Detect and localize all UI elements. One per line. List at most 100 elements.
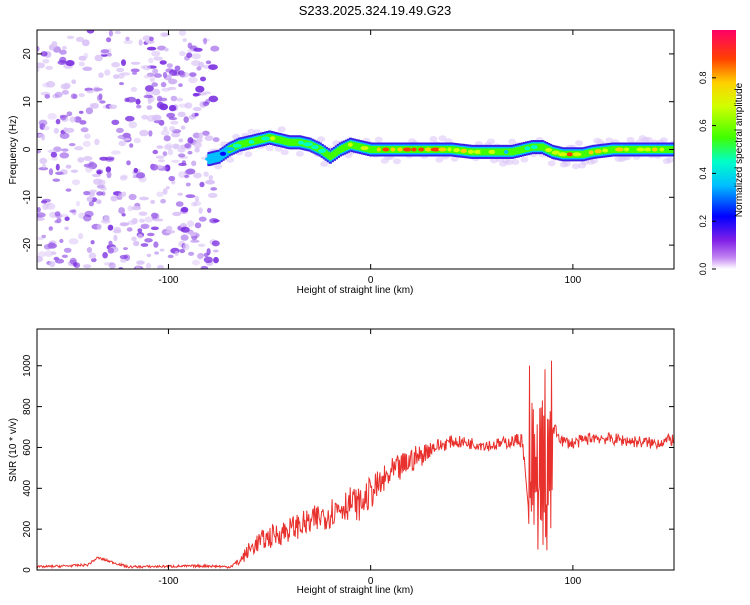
snr-x-ticks: -100 0 100 — [158, 329, 582, 587]
ridge-peak — [340, 146, 347, 151]
noise-blob — [192, 106, 202, 112]
noise-blob — [172, 143, 180, 150]
noise-blob — [190, 239, 200, 243]
noise-blob — [64, 82, 71, 89]
noise-blob — [186, 52, 193, 58]
noise-blob — [55, 171, 64, 175]
noise-blob — [177, 153, 186, 158]
ridge-peak — [232, 143, 242, 148]
noise-blob — [86, 90, 94, 94]
noise-blob — [42, 125, 50, 131]
noise-blob — [40, 51, 48, 57]
colorbar: 0.0 0.2 0.4 0.6 0.8 Normalized spectral ampl… — [698, 30, 745, 275]
ridge-peak — [636, 147, 645, 152]
noise-blob — [71, 79, 77, 84]
ridge-halo — [659, 137, 668, 144]
noise-blob — [70, 169, 79, 173]
y-tick-label: 200 — [22, 520, 33, 537]
noise-blob — [42, 203, 49, 210]
noise-blob — [108, 240, 113, 246]
noise-blob — [178, 138, 184, 143]
noise-blob — [199, 181, 205, 188]
snr-background — [37, 329, 674, 570]
noise-blob — [173, 70, 181, 77]
noise-blob — [146, 46, 157, 51]
noise-blob — [194, 196, 200, 203]
ridge-band — [395, 146, 399, 153]
ridge-peak — [430, 147, 441, 152]
noise-blob — [137, 233, 143, 239]
ridge-peak — [607, 147, 617, 152]
noise-blob — [102, 252, 108, 259]
ridge-peak — [581, 152, 587, 156]
noise-blob — [168, 175, 176, 182]
noise-blob — [37, 255, 43, 263]
ridge-peak — [453, 148, 460, 153]
noise-blob — [198, 216, 207, 222]
noise-blob — [86, 30, 95, 34]
y-tick-label: -20 — [22, 237, 33, 252]
ridge-peak — [572, 152, 582, 157]
noise-blob — [37, 45, 40, 52]
ridge-peak — [517, 148, 524, 152]
noise-blob — [44, 250, 54, 257]
noise-blob — [191, 160, 197, 167]
noise-blob — [166, 63, 173, 68]
ridge-halo — [393, 158, 401, 165]
noise-blob — [74, 116, 82, 123]
ridge-band — [522, 145, 527, 153]
ridge-peak — [269, 136, 276, 141]
noise-blob — [202, 101, 210, 107]
noise-blob — [133, 167, 138, 174]
noise-blob — [111, 61, 120, 68]
colorbar-gradient — [712, 30, 736, 269]
noise-blob — [38, 119, 48, 127]
noise-blob — [52, 94, 59, 99]
ridge-peak — [545, 148, 552, 152]
noise-blob — [89, 103, 95, 109]
noise-blob — [135, 173, 145, 179]
noise-blob — [120, 257, 127, 263]
noise-blob — [47, 113, 57, 120]
noise-blob — [195, 85, 205, 93]
noise-blob — [177, 111, 186, 118]
ridge-peak — [594, 149, 602, 154]
noise-blob — [203, 171, 209, 177]
noise-blob — [50, 151, 58, 158]
noise-blob — [159, 248, 165, 252]
noise-blob — [208, 95, 219, 103]
noise-blob — [125, 115, 135, 122]
noise-blob — [61, 254, 68, 258]
noise-blob — [42, 163, 47, 169]
ridge-peak — [219, 151, 227, 156]
noise-blob — [69, 209, 76, 213]
noise-blob — [104, 69, 111, 76]
snr-y-ticks: 0 200 400 600 800 1000 — [22, 354, 674, 573]
noise-blob — [128, 193, 137, 201]
noise-blob — [139, 218, 145, 223]
noise-blob — [83, 191, 91, 196]
noise-blob — [63, 127, 69, 132]
noise-blob — [165, 230, 176, 234]
noise-blob — [116, 67, 125, 73]
colorbar-tick-label: 0.2 — [698, 215, 708, 228]
noise-blob — [139, 196, 149, 201]
noise-blob — [203, 252, 209, 258]
ridge-band — [379, 146, 383, 153]
noise-blob — [138, 39, 143, 46]
ridge-peak — [311, 145, 319, 150]
noise-blob — [207, 207, 212, 214]
noise-blob — [45, 81, 56, 88]
ridge-band — [450, 146, 454, 153]
noise-blob — [151, 82, 158, 87]
noise-blob — [100, 49, 110, 54]
noise-blob — [151, 50, 161, 57]
ridge-band — [310, 142, 314, 150]
noise-blob — [187, 150, 193, 155]
noise-blob — [161, 33, 171, 37]
noise-blob — [150, 164, 159, 171]
noise-blob — [66, 35, 75, 40]
noise-blob — [97, 183, 106, 190]
ridge-peak — [447, 147, 452, 152]
